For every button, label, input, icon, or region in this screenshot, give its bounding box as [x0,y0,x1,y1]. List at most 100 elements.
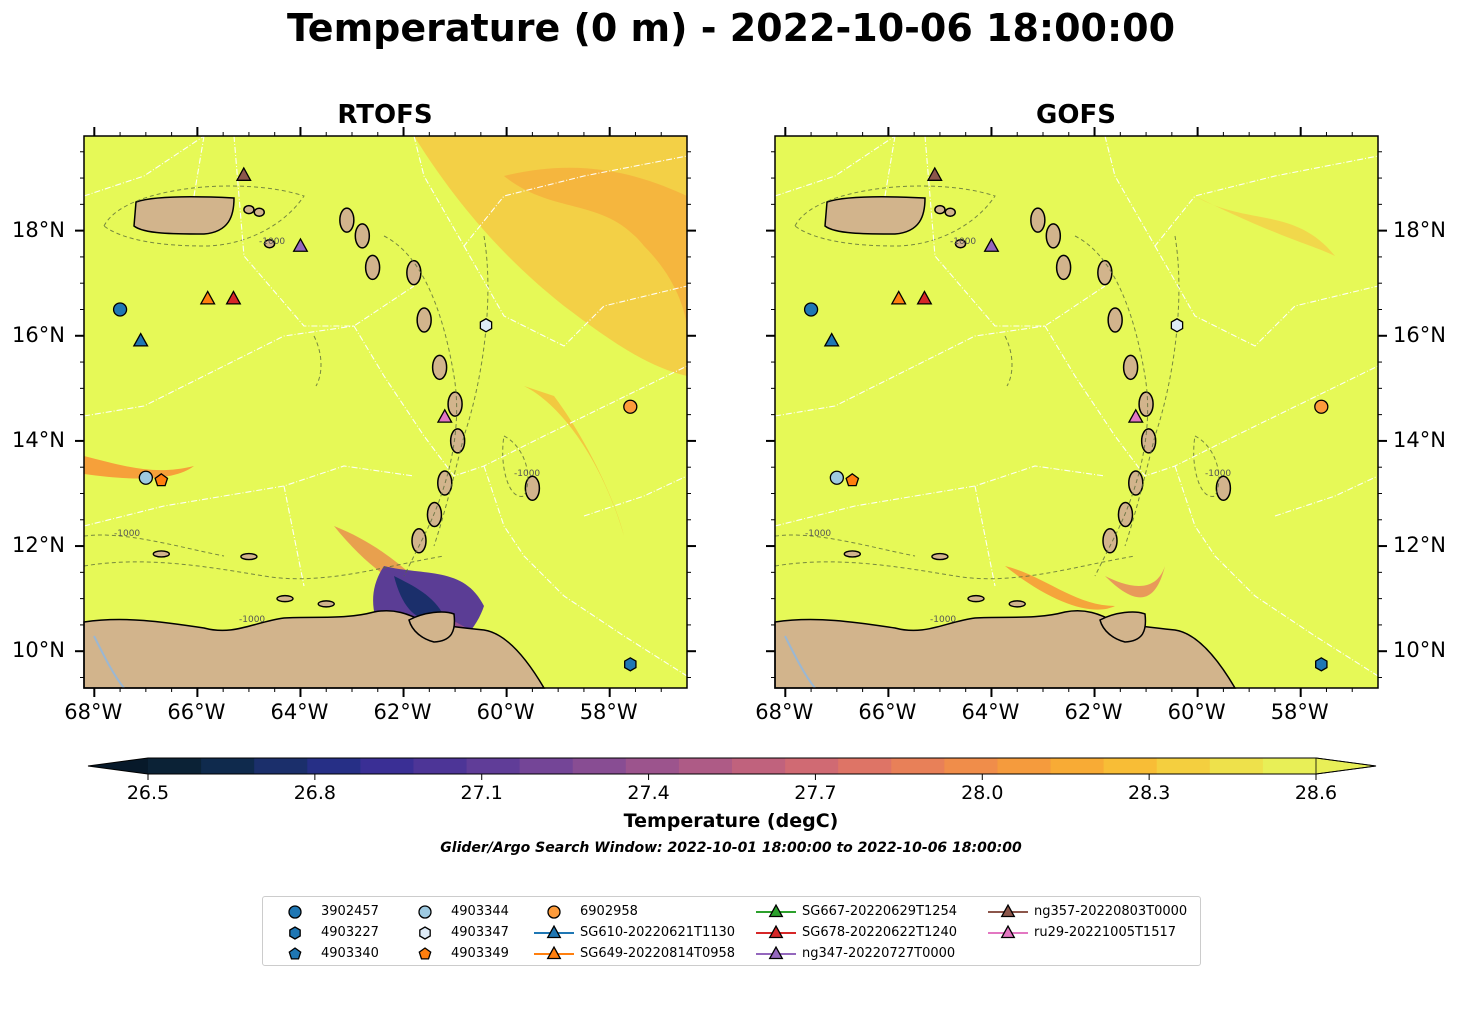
island [406,259,422,286]
island [1122,354,1139,381]
legend-label: 3902457 [321,904,379,919]
lat-tick-label: 10°N [12,638,65,663]
bathymetry-contour [794,185,996,247]
island [931,552,949,561]
eez-boundary [583,475,688,517]
island [967,594,985,603]
land-puerto-rico [824,196,926,235]
lat-tick-label: 12°N [12,533,65,558]
island [253,207,265,217]
lon-tick-label: 62°W [1064,700,1123,724]
river [784,635,816,689]
island [276,594,294,603]
island [411,528,427,554]
island [263,239,276,249]
lon-tick-label: 68°W [755,700,814,724]
colorbar-segment [1209,758,1264,774]
colorbar-segment [572,758,627,774]
marker-ng347-20220727T0000 [292,237,309,252]
bathymetry-contour [313,335,322,387]
colorbar-segment [1156,758,1211,774]
legend-label: SG649-20220814T0958 [580,946,736,961]
eez-boundary [193,135,205,197]
colorbar-extend-high [1315,757,1377,775]
island [843,550,862,558]
legend-label: 4903340 [321,946,379,961]
map-panel-rtofs[interactable]: -1000 -1000 -1000 -1000 [75,127,696,697]
pentagon-icon [288,947,302,960]
colorbar-tick-label: 26.5 [126,782,170,804]
island [1117,501,1134,528]
eez-boundary [1044,325,1379,477]
lon-tick-label: 62°W [373,700,432,724]
contour-label: -1000 [259,237,285,247]
land-trinidad [1099,611,1147,643]
circle-icon [547,905,561,919]
colorbar-segment [254,758,308,774]
island [364,254,381,281]
triangle-icon [988,903,1028,918]
hexagon-icon [419,926,431,940]
lon-tick-label: 68°W [64,700,123,724]
lon-tick-label: 58°W [1270,700,1329,724]
island [1215,475,1232,501]
warm-region [504,167,687,326]
bathymetry-contour [83,534,225,557]
colorbar-segment [1050,758,1105,774]
hexagon-icon [289,926,301,940]
eez-boundary [233,135,415,327]
lat-tick-label: 18°N [12,217,65,242]
marker-3902457 [112,302,128,317]
colorbar-extend-low [88,758,148,774]
contour-label: -1000 [114,529,140,539]
cool-core [394,576,444,620]
map-panel-gofs[interactable]: -1000 -1000 -1000 -1000 [766,127,1387,697]
lon-tick-label: 66°W [167,700,226,724]
warm-region [1005,566,1115,610]
colorbar-label: Temperature (degC) [623,810,839,832]
legend-label: 4903349 [451,946,509,961]
marker-SG649-20220814T0958 [199,290,216,305]
river [93,635,125,689]
colorbar-tick-label: 28.3 [1127,782,1171,804]
triangle-icon [756,945,796,960]
colorbar [87,757,1377,780]
marker-6902958 [623,399,638,414]
lon-tick-label: 60°W [476,700,535,724]
warm-region [1105,566,1165,598]
colorbar-segment [997,758,1052,774]
legend-label: 6902958 [580,904,638,919]
marker-4903227 [1315,657,1328,672]
colorbar-tick-label: 27.1 [460,782,503,804]
figure-title: Temperature (0 m) - 2022-10-06 18:00:00 [286,6,1176,50]
colorbar-segment [1103,758,1158,774]
triangle-icon [756,924,796,939]
colorbar-segment [413,758,468,774]
island [1030,207,1046,233]
island [1045,223,1062,249]
triangle-icon [756,903,796,918]
map-frame [83,135,688,689]
circle-icon [418,905,432,919]
triangle-icon [534,945,574,960]
contour-label: -1000 [514,469,540,479]
legend-label: SG610-20220621T1130 [580,925,736,940]
island [1097,259,1113,286]
colorbar-segment [732,758,786,774]
colorbar-segment [360,758,415,774]
colorbar-segment [307,758,361,774]
island [934,204,946,215]
axis-ticks [75,127,696,697]
island [317,600,335,608]
marker-4903349 [845,473,860,487]
island [1102,528,1118,554]
lon-tick-label: 64°W [961,700,1020,724]
colorbar-segment [891,758,945,774]
marker-ru29-20221005T1517 [1127,408,1144,423]
legend-label: SG667-20220629T1254 [802,904,958,919]
marker-SG678-20220622T1240 [225,290,242,305]
map-frame [774,135,1379,689]
lat-tick-label: 14°N [1393,427,1446,452]
colorbar-tick-label: 27.4 [627,782,670,804]
marker-4903347 [1170,318,1184,333]
